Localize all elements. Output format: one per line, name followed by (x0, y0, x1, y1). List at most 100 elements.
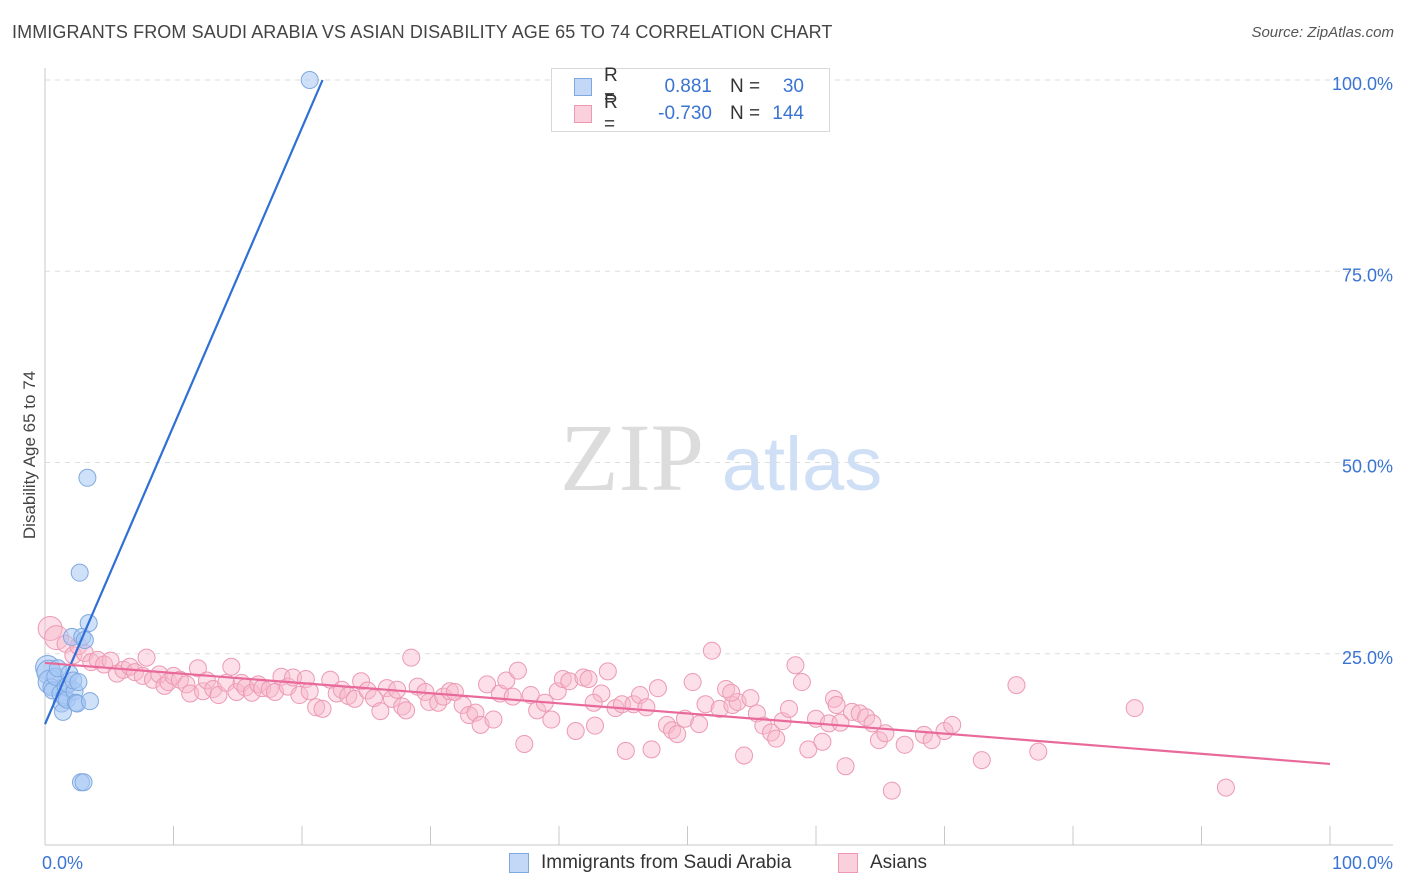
source-label: Source: ZipAtlas.com (1251, 24, 1394, 41)
asians-point (188, 659, 207, 678)
asians-point (836, 757, 855, 776)
asians-point (542, 710, 561, 729)
asians-point (722, 683, 741, 702)
chart-title: IMMIGRANTS FROM SAUDI ARABIA VS ASIAN DI… (12, 22, 833, 42)
stats-legend: R = 0.881 N = 30 R = -0.730 N = 144 (551, 65, 830, 135)
bottom-legend-saudi: Immigrants from Saudi Arabia (509, 852, 791, 874)
asians-point (882, 781, 901, 800)
asians-point (735, 746, 754, 765)
saudi-point (69, 673, 88, 692)
legend-r-label: R = (604, 65, 618, 108)
asians-point (702, 641, 721, 660)
watermark: ZIP atlas (560, 404, 882, 511)
asians-point (943, 715, 962, 734)
legend-row-saudi: R = 0.881 N = 30 (574, 65, 804, 108)
asians-trend-line (44, 661, 1331, 766)
asians-point (227, 683, 246, 701)
asians-point (642, 740, 661, 759)
asians-point (515, 735, 534, 754)
trend-lines (43, 79, 1331, 766)
asians-point (592, 684, 611, 703)
x-tick-label-max: 100.0% (1332, 853, 1393, 873)
asians-point (222, 657, 241, 676)
saudi-point (70, 563, 89, 582)
asians-point (560, 672, 579, 691)
asians-point (345, 689, 364, 708)
saudi-points (35, 71, 319, 792)
asians-point (137, 648, 156, 667)
asians-point (352, 672, 371, 691)
legend-r-value: 0.881 (664, 76, 712, 97)
asians-point (37, 616, 63, 642)
watermark-atlas: atlas (722, 422, 883, 507)
asians-point (307, 698, 326, 717)
asians-point (402, 648, 421, 667)
asians-point (371, 702, 390, 721)
asians-point (780, 699, 799, 718)
asians-point (484, 710, 503, 729)
y-tick-label: 75.0% (1342, 265, 1393, 285)
bottom-legend-asians: Asians (838, 852, 927, 874)
x-tick-label-min: 0.0% (42, 853, 83, 873)
bottom-legend-swatch-saudi (509, 853, 529, 873)
watermark-zip: ZIP (560, 404, 704, 511)
legend-row-asians: R = -0.730 N = 144 (574, 92, 804, 135)
saudi-point (80, 692, 99, 711)
tick-labels: 25.0% 50.0% 75.0% 100.0% 0.0% 100.0% (42, 74, 1393, 873)
legend-n-label: N = (730, 76, 761, 97)
asians-point (895, 735, 914, 754)
y-tick-label: 25.0% (1342, 648, 1393, 668)
asians-point (972, 751, 991, 770)
asians-point (177, 675, 196, 694)
legend-swatch-asians (574, 105, 592, 123)
asians-points (37, 616, 1235, 800)
legend-r-label: R = (604, 92, 618, 135)
legend-n-value: 30 (782, 76, 804, 97)
asians-point (150, 665, 169, 684)
asians-point (508, 661, 527, 680)
asians-point (792, 673, 811, 692)
asians-point (1007, 676, 1026, 695)
asians-point (397, 701, 416, 720)
asians-point (585, 716, 604, 735)
asians-point (842, 702, 861, 721)
asians-point (869, 731, 888, 750)
asians-point (1029, 742, 1048, 761)
asians-point (170, 670, 189, 689)
asians-point (637, 698, 656, 717)
y-tick-label: 100.0% (1332, 74, 1393, 94)
asians-point (358, 681, 377, 700)
asians-point (762, 723, 781, 742)
asians-point (648, 679, 667, 698)
asians-point (616, 741, 635, 760)
saudi-point (74, 773, 93, 792)
asians-point (827, 696, 846, 715)
bottom-legend-label-saudi: Immigrants from Saudi Arabia (541, 852, 792, 873)
asians-point (876, 724, 895, 743)
asians-point (741, 689, 760, 708)
legend-n-label: N = (730, 103, 761, 124)
asians-point (786, 656, 805, 675)
y-tick-label: 50.0% (1342, 457, 1393, 477)
asians-point (767, 729, 786, 748)
asians-point (598, 662, 617, 681)
asians-point (1125, 699, 1144, 718)
saudi-point (300, 71, 319, 89)
bottom-legend-label-asians: Asians (870, 852, 928, 873)
asians-point (290, 686, 309, 705)
asians-point (683, 673, 702, 692)
asians-point (566, 722, 585, 741)
asians-point (696, 695, 715, 714)
asians-point (579, 669, 598, 688)
asians-point (521, 686, 540, 705)
saudi-point (78, 468, 97, 487)
legend-n-value: 144 (772, 103, 804, 124)
asians-point (754, 716, 773, 735)
asians-point (313, 699, 332, 718)
asians-point (584, 693, 603, 712)
legend-swatch-saudi (574, 78, 592, 96)
asians-point (503, 687, 522, 706)
grid-lines (45, 79, 1393, 655)
asians-point (88, 650, 107, 669)
